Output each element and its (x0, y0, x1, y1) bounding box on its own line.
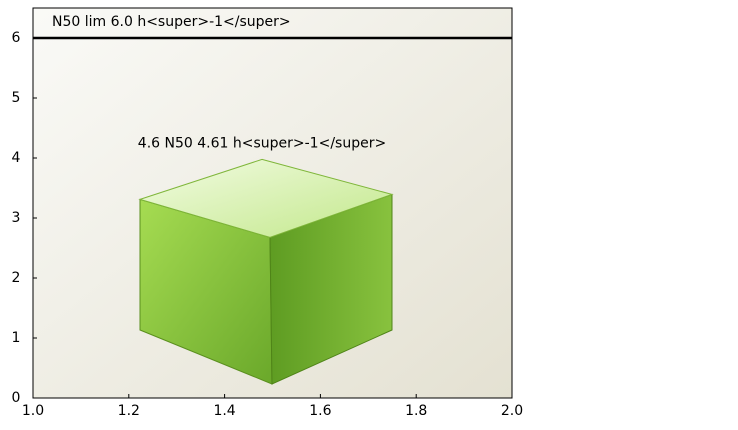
y-tick-label: 3 (12, 210, 21, 226)
limit-label: N50 lim 6.0 h<super>-1</super> (52, 14, 291, 30)
x-tick-label: 1.8 (405, 403, 427, 419)
y-tick-label: 6 (12, 30, 21, 46)
x-tick-label: 1.4 (213, 403, 235, 419)
x-tick-label: 1.0 (22, 403, 44, 419)
y-tick-label: 2 (12, 270, 21, 286)
cube (138, 158, 394, 385)
y-tick-label: 4 (12, 150, 21, 166)
cube-top (138, 158, 394, 238)
chart: N50 4.61 h-1N50 lim 6.0 h-1Cumple 012345… (12, 7, 523, 419)
y-tick-label: 1 (12, 330, 21, 346)
x-tick-label: 2.0 (501, 403, 523, 419)
marker-label: 4.6 N50 4.61 h<super>-1</super> (138, 135, 386, 151)
x-tick-label: 1.2 (118, 403, 140, 419)
x-tick-label: 1.6 (309, 403, 331, 419)
y-tick-label: 5 (12, 90, 21, 106)
y-tick-label: 0 (12, 390, 21, 406)
